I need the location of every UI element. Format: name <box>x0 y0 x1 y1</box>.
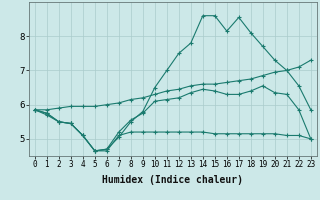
X-axis label: Humidex (Indice chaleur): Humidex (Indice chaleur) <box>102 175 243 185</box>
